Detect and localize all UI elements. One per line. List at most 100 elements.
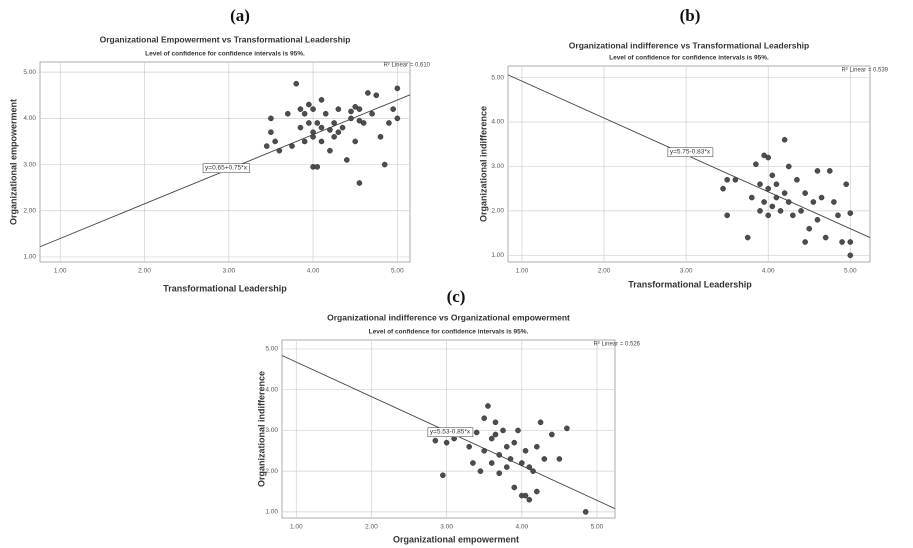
point	[293, 80, 300, 87]
point	[831, 199, 837, 205]
point	[268, 129, 274, 136]
equation-box	[202, 163, 251, 174]
panel-label: (c)	[447, 287, 466, 306]
point	[530, 468, 536, 474]
point	[432, 437, 439, 444]
point	[373, 92, 380, 99]
point	[272, 138, 278, 145]
point	[781, 136, 788, 143]
point	[284, 110, 291, 117]
point	[322, 110, 329, 117]
point	[847, 252, 854, 259]
point	[526, 464, 533, 470]
point	[352, 138, 359, 145]
y-tick-label: 4.00	[23, 115, 36, 122]
point	[781, 190, 788, 196]
point	[503, 443, 510, 450]
point	[790, 212, 796, 219]
point	[818, 194, 825, 201]
point	[511, 439, 518, 446]
point	[318, 97, 325, 103]
equation-label: y=0.65+0.75*x	[205, 165, 248, 172]
x-tick-label: 2.00	[365, 524, 378, 531]
point	[822, 234, 829, 241]
point	[541, 456, 548, 462]
point	[753, 161, 759, 168]
point	[339, 124, 346, 131]
point	[289, 143, 295, 149]
point	[356, 180, 363, 186]
y-tick-label: 1.00	[23, 254, 36, 261]
point	[443, 439, 450, 446]
point	[301, 138, 308, 145]
equation-box	[427, 427, 474, 438]
point	[769, 203, 776, 210]
point	[314, 164, 321, 170]
x-axis-label: Transformational Leadership	[163, 283, 287, 293]
x-axis-label: Organizational empowerment	[393, 534, 519, 544]
point	[556, 456, 563, 462]
point	[365, 90, 371, 96]
point	[473, 429, 480, 436]
point	[496, 470, 503, 476]
y-tick-label: 3.00	[491, 163, 504, 170]
y-tick-label: 1.00	[265, 509, 278, 516]
point	[348, 115, 354, 122]
equation-box	[667, 147, 714, 158]
chart-title: Organizational indifference vs Transform…	[569, 40, 809, 50]
point	[843, 181, 849, 188]
point	[496, 452, 503, 458]
point	[582, 509, 589, 515]
point	[761, 199, 767, 205]
point	[394, 115, 401, 122]
point	[748, 194, 755, 201]
point	[343, 157, 350, 163]
point	[537, 419, 544, 426]
point	[802, 190, 808, 196]
point	[310, 129, 316, 136]
point	[839, 239, 845, 245]
point	[356, 117, 363, 124]
y-tick-label: 3.00	[23, 161, 36, 168]
x-tick-label: 5.00	[844, 268, 857, 275]
x-tick-label: 4.00	[515, 524, 528, 531]
point	[310, 106, 316, 112]
point	[724, 176, 730, 183]
point	[765, 212, 772, 219]
equation-label: y=5.75-0.83*x	[670, 149, 711, 156]
point	[765, 185, 772, 192]
point	[847, 239, 854, 245]
point	[386, 120, 392, 126]
y-tick-label: 4.00	[491, 119, 504, 126]
point	[757, 208, 763, 214]
point	[744, 234, 751, 241]
r2-label: R² Linear = 0.539	[841, 68, 888, 74]
point	[268, 115, 274, 122]
y-tick-label: 5.00	[491, 74, 504, 81]
point	[534, 443, 540, 450]
x-tick-label: 3.00	[680, 268, 693, 275]
point	[369, 110, 375, 117]
point	[331, 134, 337, 140]
point	[276, 147, 283, 154]
point	[301, 110, 308, 117]
chart-title: Organizational Empowerment vs Transforma…	[100, 34, 351, 44]
point	[515, 427, 521, 434]
y-tick-label: 1.00	[491, 252, 504, 259]
point	[500, 427, 506, 434]
y-tick-label: 5.00	[265, 346, 278, 353]
point	[306, 101, 312, 108]
point	[835, 212, 841, 219]
y-tick-label: 4.00	[265, 386, 278, 393]
point	[814, 168, 821, 174]
point	[769, 172, 776, 179]
point	[518, 460, 525, 466]
x-tick-label: 3.00	[440, 524, 453, 531]
point	[314, 120, 321, 126]
point	[485, 403, 491, 409]
point	[263, 143, 270, 149]
point	[348, 108, 354, 115]
point	[318, 124, 325, 131]
point	[785, 199, 792, 205]
